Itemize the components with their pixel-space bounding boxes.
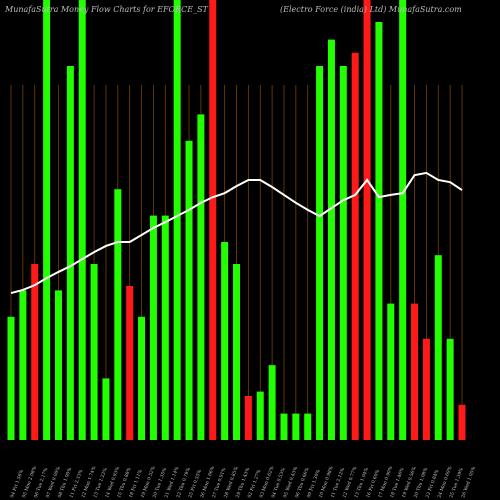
bar xyxy=(268,365,276,440)
bar xyxy=(31,264,39,440)
bar xyxy=(54,290,62,440)
line-layer xyxy=(10,171,463,295)
bar xyxy=(126,286,134,440)
bar xyxy=(197,114,205,441)
bar xyxy=(173,0,181,440)
bar xyxy=(161,215,169,440)
chart-title: MunafaSutra Money Flow Charts for EFORCE… xyxy=(4,5,209,14)
bar xyxy=(316,66,324,440)
bar xyxy=(387,303,395,440)
bar xyxy=(19,290,27,440)
bar xyxy=(256,391,264,440)
bar xyxy=(458,404,466,440)
bar xyxy=(399,0,407,440)
bar xyxy=(304,413,312,440)
bar xyxy=(138,316,146,440)
bar xyxy=(375,22,383,440)
bar xyxy=(221,242,229,440)
bar xyxy=(102,378,110,440)
bar xyxy=(446,338,454,440)
bar xyxy=(233,264,240,440)
bar xyxy=(149,215,157,440)
bar xyxy=(185,140,193,441)
bar xyxy=(434,255,442,440)
bar xyxy=(244,396,252,440)
chart-subtitle: (Electro Force (india) Ltd) MunafaSutra.… xyxy=(280,5,462,14)
bar xyxy=(90,264,98,440)
bar xyxy=(78,0,86,440)
bar xyxy=(7,316,15,440)
bar xyxy=(292,413,300,440)
bar xyxy=(114,189,122,440)
bar xyxy=(422,338,430,440)
bar xyxy=(209,0,217,440)
bar xyxy=(339,66,347,440)
bar xyxy=(280,413,288,440)
bar xyxy=(327,39,335,440)
bar xyxy=(363,0,371,440)
bar xyxy=(43,0,51,440)
bar xyxy=(351,52,359,441)
line xyxy=(10,171,463,295)
bars xyxy=(7,0,466,441)
bar xyxy=(411,303,419,440)
bar xyxy=(66,66,74,440)
